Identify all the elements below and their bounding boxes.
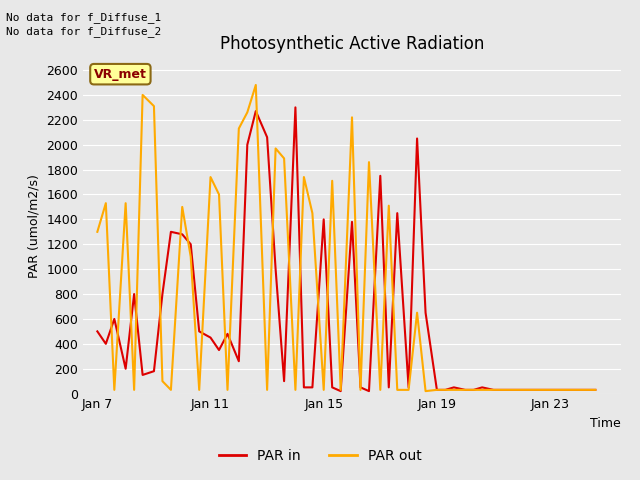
X-axis label: Time: Time — [590, 417, 621, 430]
Text: No data for f_Diffuse_1: No data for f_Diffuse_1 — [6, 12, 162, 23]
Text: VR_met: VR_met — [94, 68, 147, 81]
Text: No data for f_Diffuse_2: No data for f_Diffuse_2 — [6, 26, 162, 37]
Y-axis label: PAR (umol/m2/s): PAR (umol/m2/s) — [28, 174, 41, 277]
Title: Photosynthetic Active Radiation: Photosynthetic Active Radiation — [220, 35, 484, 53]
Legend: PAR in, PAR out: PAR in, PAR out — [213, 443, 427, 468]
